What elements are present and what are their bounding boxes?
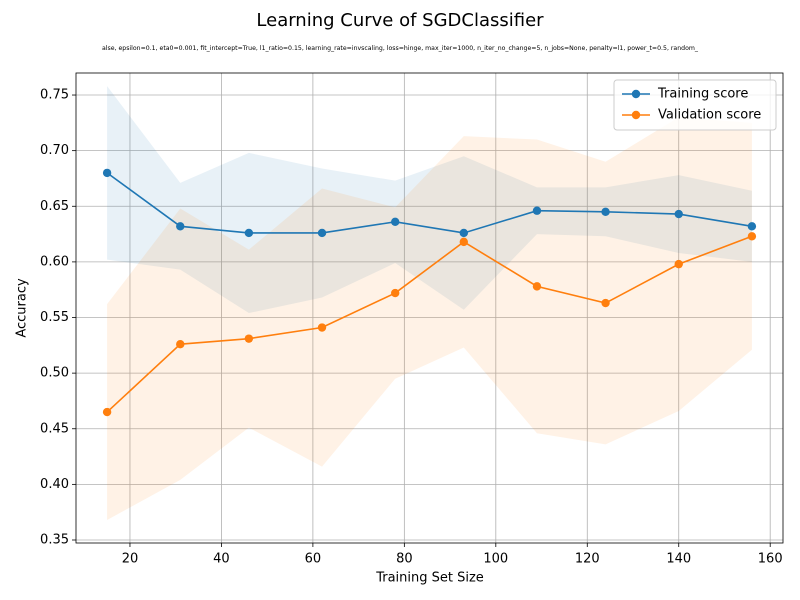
chart-title: Learning Curve of SGDClassifier	[256, 10, 544, 31]
legend: Training score Validation score	[613, 79, 777, 131]
x-tick-label: 20	[122, 552, 139, 567]
score-point	[674, 209, 683, 219]
score-point	[747, 222, 757, 231]
score-point	[674, 259, 683, 269]
x-tick-label: 60	[305, 552, 322, 567]
y-tick-label: 0.70	[40, 143, 69, 158]
score-point	[459, 228, 468, 238]
y-tick-label: 0.40	[40, 477, 69, 492]
y-tick-label: 0.60	[40, 254, 69, 269]
y-tick-label: 0.75	[40, 88, 69, 103]
score-band	[107, 117, 752, 520]
x-tick-label: 40	[213, 552, 230, 567]
x-tick-label: 160	[758, 552, 783, 567]
score-point	[244, 334, 254, 343]
score-point	[244, 228, 254, 238]
plot-frame	[75, 72, 784, 544]
legend-marker	[631, 110, 641, 120]
score-point	[601, 298, 610, 308]
y-tick-label: 0.55	[40, 310, 69, 325]
legend-label: Training score	[657, 87, 748, 102]
plot	[102, 86, 757, 520]
y-axis-label: Accuracy	[15, 278, 30, 338]
x-tick-label: 140	[666, 552, 691, 567]
score-point	[102, 168, 112, 178]
score-point	[391, 217, 400, 227]
score-point	[317, 228, 327, 238]
score-point	[747, 232, 757, 241]
score-point	[391, 288, 400, 298]
y-tick-label: 0.50	[40, 366, 69, 381]
legend-label: Validation score	[658, 108, 761, 123]
score-point	[176, 340, 185, 349]
score-line	[106, 235, 753, 413]
y-tick-label: 0.45	[40, 421, 69, 436]
score-line	[106, 172, 753, 234]
score-point	[601, 207, 610, 217]
x-tick-label: 120	[575, 552, 600, 567]
y-tick-label: 0.65	[40, 199, 69, 214]
score-point	[176, 222, 185, 231]
score-point	[532, 206, 542, 215]
score-point	[317, 323, 327, 332]
chart-subtitle: alse, epsilon=0.1, eta0=0.001, fit_inter…	[102, 45, 699, 52]
legend-marker	[631, 89, 641, 99]
y-tick-label: 0.35	[40, 532, 69, 547]
score-band	[107, 86, 752, 314]
score-point	[102, 407, 112, 417]
score-point	[532, 282, 542, 291]
score-point	[459, 237, 468, 247]
x-tick-label: 80	[396, 552, 413, 567]
x-tick-label: 100	[483, 552, 508, 567]
x-axis-label: Training Set Size	[375, 571, 484, 586]
grid	[76, 73, 783, 543]
legend-box	[613, 79, 777, 131]
